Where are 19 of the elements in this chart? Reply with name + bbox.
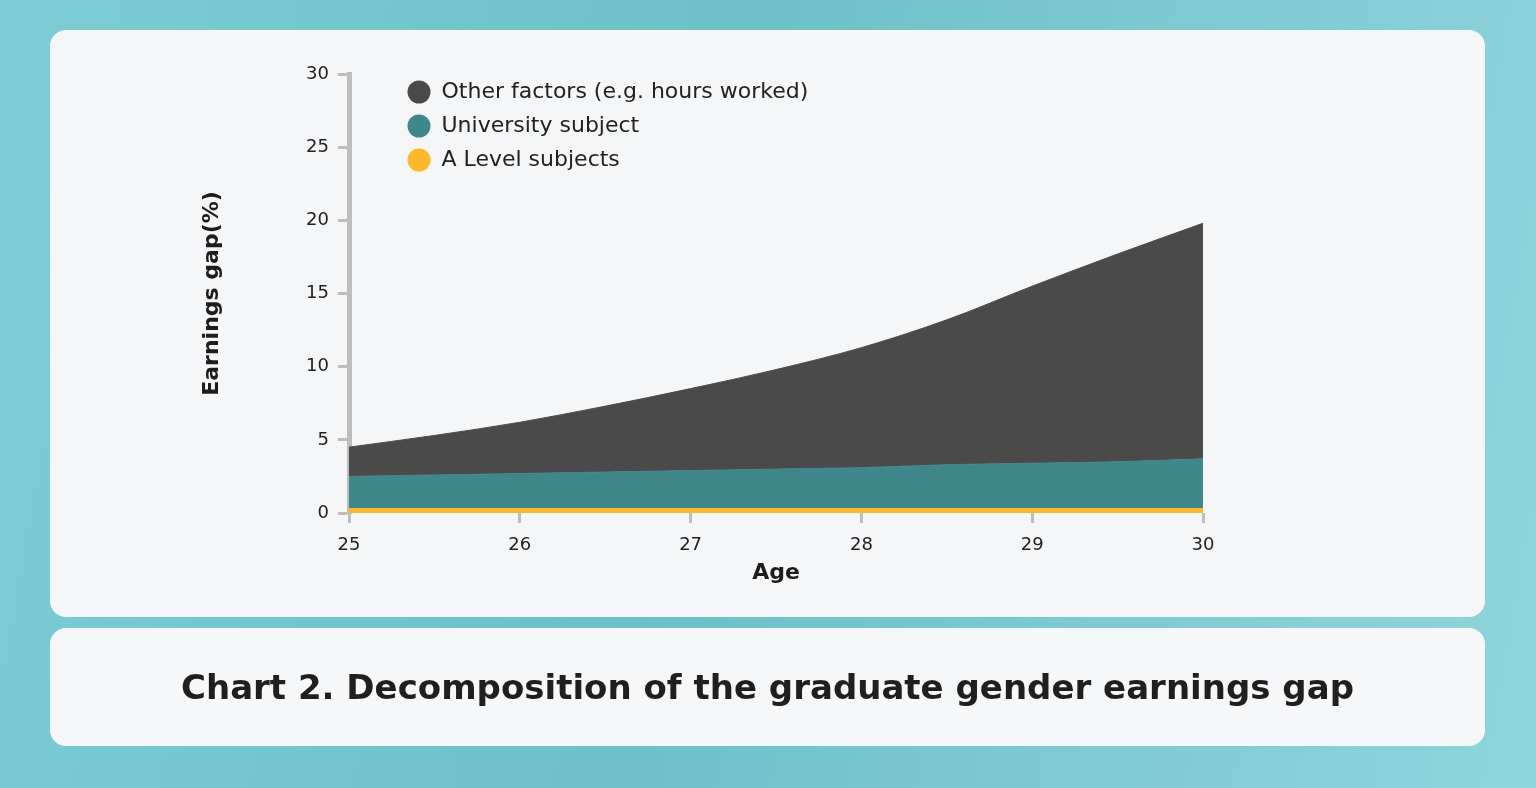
y-tick-label: 20 <box>306 208 329 230</box>
x-tick-label: 30 <box>1191 533 1215 555</box>
y-axis-title: Earnings gap(%) <box>197 191 223 396</box>
legend-label: Other factors (e.g. hours worked) <box>441 77 809 103</box>
x-tick-label: 26 <box>508 533 532 555</box>
x-tick-label: 25 <box>337 533 361 555</box>
y-tick-label: 10 <box>306 354 329 376</box>
x-tick-label: 27 <box>679 533 703 555</box>
legend-label: University subject <box>441 111 640 137</box>
text: Chart 2. Decomposition of the graduate gender earnings gap <box>181 667 1354 707</box>
y-tick-label: 5 <box>317 427 329 449</box>
legend-label: A Level subjects <box>441 145 620 171</box>
x-tick-label: 29 <box>1020 533 1044 555</box>
y-tick-label: 30 <box>306 61 329 83</box>
y-tick-label: 25 <box>306 134 329 156</box>
x-axis-title: Age <box>752 558 800 584</box>
y-tick-label: 15 <box>306 281 329 303</box>
y-tick-label: 0 <box>317 500 329 522</box>
x-tick-label: 28 <box>849 533 873 555</box>
